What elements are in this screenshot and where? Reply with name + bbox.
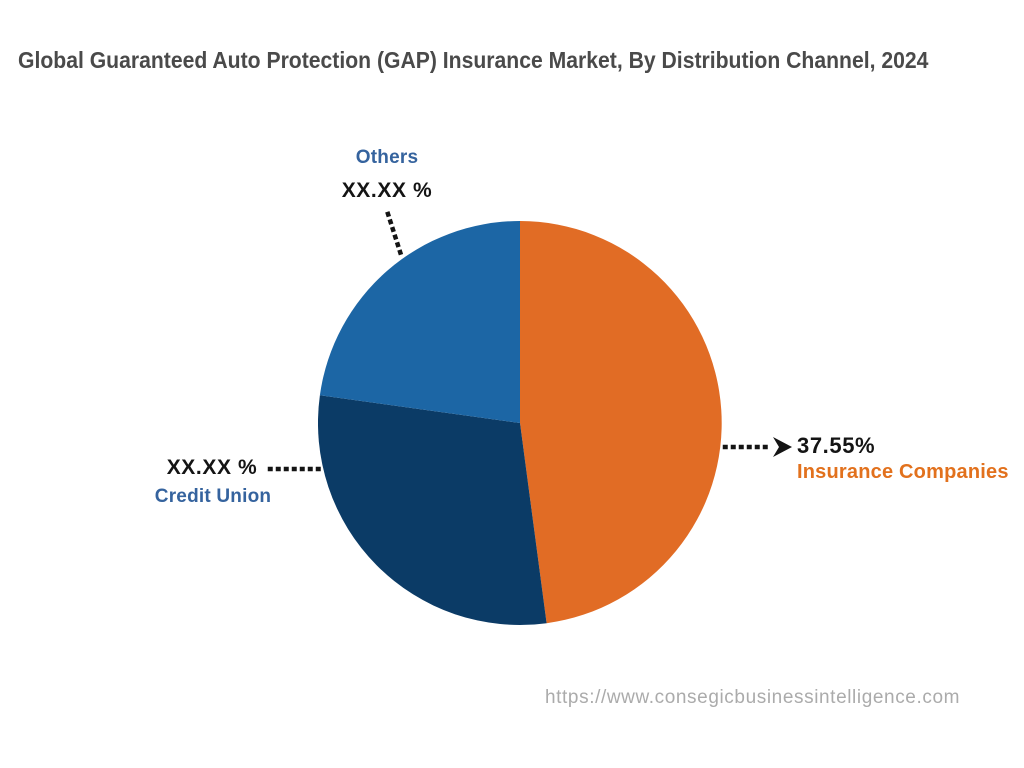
slice-label-others: Others [355, 147, 419, 168]
slice-value-insurance-companies: 37.55% [797, 433, 876, 458]
slice-label-credit-union: Credit Union [154, 486, 272, 507]
slice-value-credit-union: XX.XX % [166, 456, 258, 479]
pie-slice-others [319, 221, 520, 423]
pie-slice-credit-union [318, 395, 547, 625]
pie-slice-insurance-companies [520, 221, 722, 624]
chart-title: Global Guaranteed Auto Protection (GAP) … [18, 47, 929, 73]
pie-chart [318, 221, 722, 625]
arrowhead-icon [773, 437, 792, 457]
slice-label-insurance-companies: Insurance Companies [797, 461, 1009, 483]
watermark-url: https://www.consegicbusinessintelligence… [545, 687, 961, 708]
slice-value-others: XX.XX % [341, 179, 433, 202]
pie-slices [318, 221, 722, 625]
